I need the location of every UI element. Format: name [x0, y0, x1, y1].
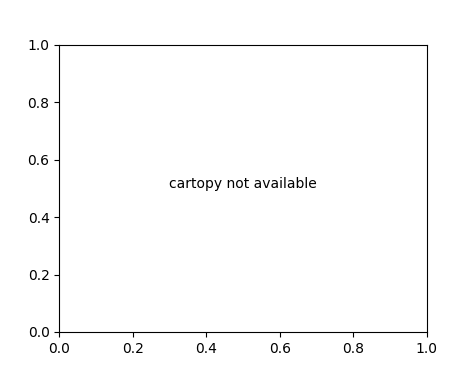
Text: cartopy not available: cartopy not available — [169, 178, 317, 191]
